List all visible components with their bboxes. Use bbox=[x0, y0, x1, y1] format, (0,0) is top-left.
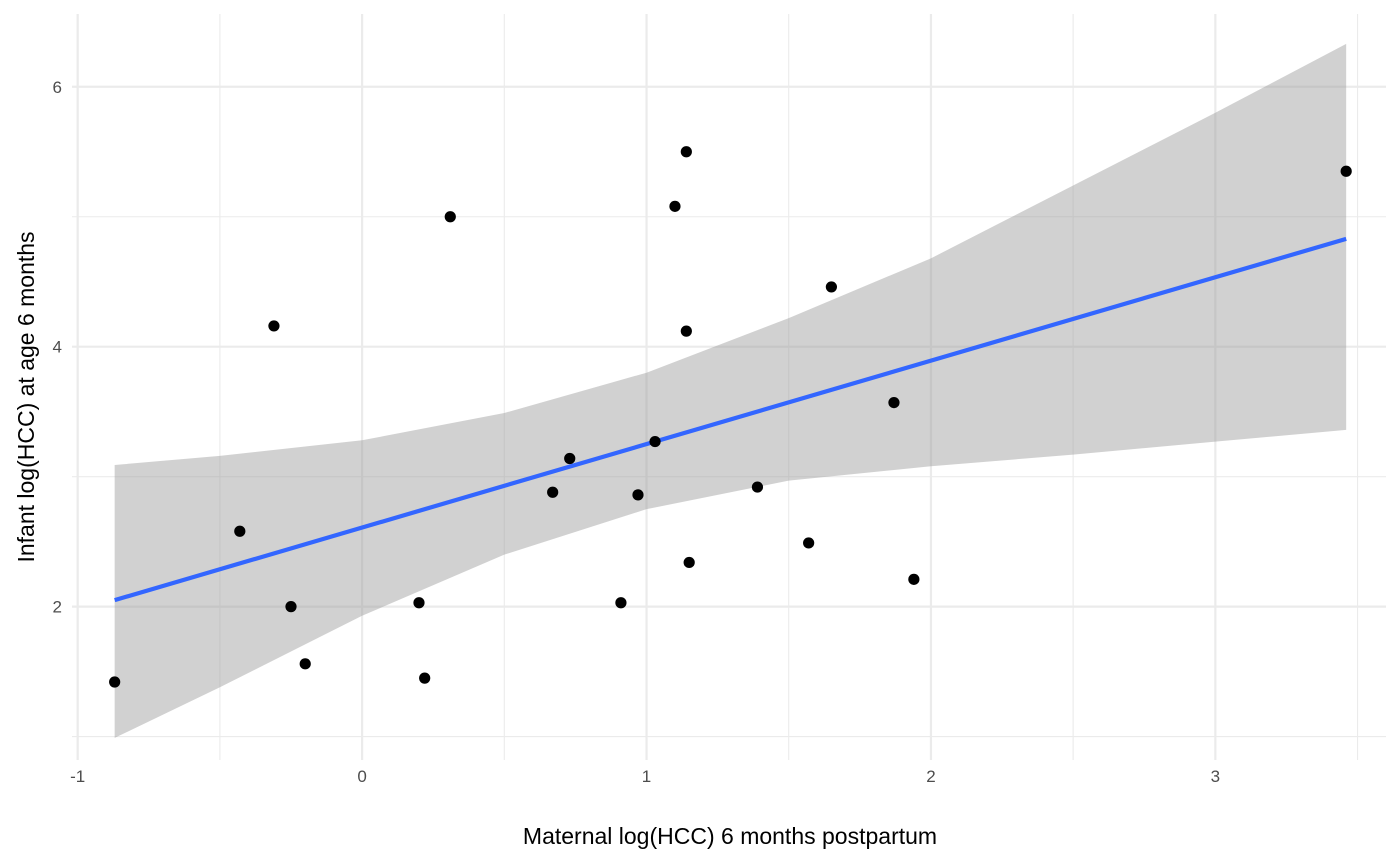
regression-line bbox=[114, 236, 1347, 603]
data-point bbox=[564, 452, 576, 465]
confidence-band-layer bbox=[114, 43, 1347, 738]
x-tick-label: 0 bbox=[357, 767, 366, 786]
data-point bbox=[680, 325, 692, 337]
fit-line-layer bbox=[114, 236, 1347, 603]
y-axis-title: Infant log(HCC) at age 6 months bbox=[13, 231, 39, 562]
y-tick-label: 2 bbox=[53, 598, 62, 617]
x-tick-label: 1 bbox=[642, 767, 651, 786]
confidence-band bbox=[114, 43, 1347, 738]
y-tick-label: 4 bbox=[53, 338, 62, 357]
data-point bbox=[751, 481, 764, 493]
data-point bbox=[908, 573, 920, 585]
data-point bbox=[419, 672, 431, 684]
x-tick-label: 3 bbox=[1211, 767, 1220, 786]
data-point bbox=[649, 435, 661, 448]
data-point bbox=[234, 525, 246, 537]
data-point bbox=[444, 211, 456, 223]
minor-gridlines bbox=[72, 14, 1386, 760]
data-point bbox=[109, 676, 121, 688]
y-tick-label: 6 bbox=[53, 78, 62, 97]
data-point bbox=[888, 396, 900, 409]
data-point bbox=[285, 601, 297, 613]
data-points-layer bbox=[109, 146, 1352, 688]
data-point bbox=[299, 658, 311, 670]
data-point bbox=[803, 537, 815, 549]
data-point bbox=[683, 556, 695, 569]
x-axis-tick-labels: -1 0 1 2 3 bbox=[70, 767, 1220, 786]
data-point bbox=[268, 320, 280, 332]
data-point bbox=[825, 281, 837, 293]
data-point bbox=[632, 489, 644, 501]
data-point bbox=[547, 486, 559, 498]
data-point bbox=[413, 597, 425, 609]
x-tick-label: -1 bbox=[70, 767, 85, 786]
data-point bbox=[669, 200, 681, 212]
data-point bbox=[680, 146, 692, 158]
data-point bbox=[615, 597, 627, 609]
data-point bbox=[1340, 165, 1352, 177]
x-axis-title: Maternal log(HCC) 6 months postpartum bbox=[523, 823, 937, 849]
y-axis-tick-labels: 2 4 6 bbox=[53, 78, 62, 617]
x-tick-label: 2 bbox=[926, 767, 935, 786]
